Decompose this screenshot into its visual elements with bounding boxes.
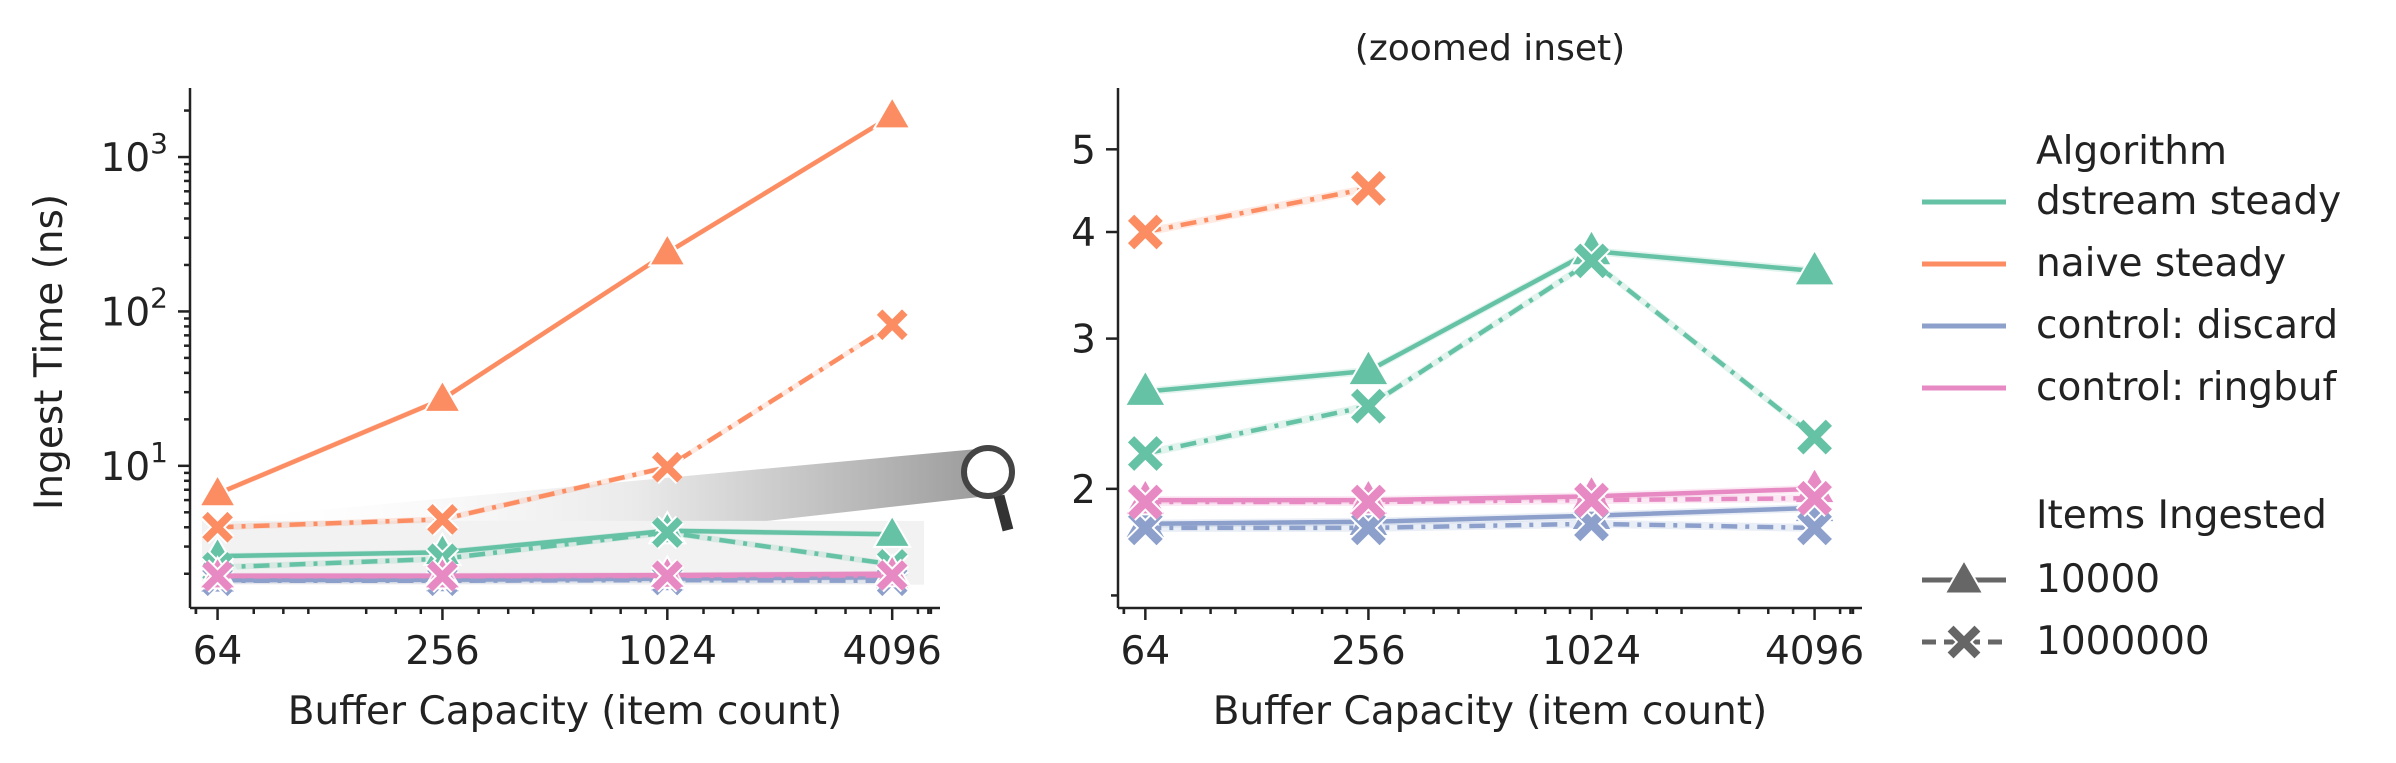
x-tick-label: 64 [193, 629, 243, 674]
series-dstream-steady-1000000 [1126, 242, 1834, 473]
series-line [1145, 505, 1815, 527]
y-tick-label: 102 [101, 281, 168, 335]
data-point [1126, 213, 1165, 251]
inset-title: (zoomed inset) [1355, 28, 1625, 69]
series-control-ringbuf-1000000 [1126, 479, 1834, 521]
data-point [1126, 434, 1165, 473]
x-tick-label: 256 [1331, 629, 1405, 674]
data-point [1123, 368, 1168, 407]
legend-label: control: discard [2036, 303, 2338, 348]
series-line [1144, 258, 1816, 456]
series-line [1145, 495, 1815, 505]
data-point [650, 559, 685, 593]
series-control-ringbuf-1000000 [200, 558, 909, 593]
series-naive-steady-1000000 [200, 307, 909, 545]
legend-item-naive-steady: naive steady [1922, 241, 2286, 286]
data-point [1349, 483, 1388, 521]
data-point [425, 559, 460, 593]
data-point [1346, 347, 1391, 387]
legend-marker [1943, 558, 1985, 595]
data-point [200, 510, 235, 545]
data-point [1795, 509, 1834, 547]
data-point [1126, 483, 1165, 521]
series-dstream-steady-10000 [1123, 227, 1837, 407]
legend-label: 10000 [2036, 557, 2160, 602]
data-point [1792, 247, 1837, 287]
data-point [1349, 387, 1388, 425]
inset-x-axis-label: Buffer Capacity (item count) [1213, 689, 1768, 734]
x-tick-label: 64 [1121, 629, 1171, 674]
data-point [1572, 242, 1611, 280]
inset-panel-series [1123, 169, 1837, 547]
x-tick-label: 1024 [1542, 629, 1641, 674]
data-point [425, 502, 460, 537]
legend-item-items-1000000: 1000000 [1922, 619, 2210, 664]
inset-y-ticks: 2 3 4 5 [1071, 128, 1118, 597]
data-point [875, 558, 909, 593]
series-line [1145, 248, 1815, 394]
legend-label: 1000000 [2036, 619, 2210, 664]
legend-label: naive steady [2036, 241, 2286, 286]
data-point [200, 559, 235, 593]
data-point [650, 450, 685, 484]
legend-label: control: ringbuf [2036, 365, 2338, 410]
data-point [647, 232, 688, 267]
legend-item-dstream-steady: dstream steady [1922, 179, 2341, 224]
confidence-band [1145, 247, 1815, 396]
y-tick-label: 5 [1071, 128, 1096, 173]
data-point [197, 473, 238, 508]
series-line [1144, 186, 1369, 235]
data-point [872, 513, 912, 548]
main-panel-series [197, 95, 912, 598]
main-panel: 64 256 1024 4096 101 102 103 Buffer Capacity … [27, 88, 1015, 734]
y-tick-label: 3 [1071, 318, 1096, 363]
x-tick-label: 256 [405, 629, 479, 674]
data-point [422, 378, 463, 413]
x-tick-label: 4096 [1765, 629, 1864, 674]
data-point [875, 307, 909, 342]
data-point [1795, 479, 1834, 518]
series-line [217, 528, 893, 559]
y-tick-label: 4 [1071, 211, 1096, 256]
y-tick-label: 103 [101, 127, 168, 181]
series-line [217, 322, 894, 530]
data-point [1349, 169, 1388, 208]
series-line [217, 573, 893, 579]
main-x-axis-label: Buffer Capacity (item count) [288, 689, 843, 734]
series-line [217, 530, 893, 570]
legend-label: dstream steady [2036, 179, 2341, 224]
legend-item-control-discard: control: discard [1922, 303, 2338, 348]
legend-item-items-10000: 10000 [1922, 557, 2160, 602]
main-y-ticks: 101 102 103 [101, 109, 190, 575]
magnifier-icon [961, 445, 1015, 532]
legend-style-title: Items Ingested [2036, 493, 2327, 538]
series-naive-steady-10000 [197, 95, 912, 508]
inset-panel: (zoomed inset) 64 256 1024 4096 2 3 4 5 Buffer… [1071, 28, 1864, 734]
legend-item-control-ringbuf: control: ringbuf [1922, 365, 2338, 410]
legend-marker [1946, 624, 1982, 660]
series-naive-steady-1000000 [1126, 169, 1388, 251]
confidence-band [217, 112, 893, 497]
data-point [1572, 481, 1611, 519]
legend: Algorithm dstream steady naive steady cont… [1922, 129, 2341, 664]
legend-hue-title: Algorithm [2036, 129, 2227, 174]
main-y-axis-label: Ingest Time (ns) [27, 194, 72, 510]
data-point [650, 515, 685, 550]
series-line [217, 577, 893, 584]
main-x-ticks: 64 256 1024 4096 [193, 608, 942, 674]
series-line [216, 113, 894, 496]
data-point [1795, 418, 1834, 456]
x-tick-label: 1024 [618, 629, 717, 674]
y-tick-label: 101 [101, 436, 168, 490]
y-tick-label: 2 [1071, 468, 1096, 513]
x-tick-label: 4096 [843, 629, 942, 674]
inset-x-ticks: 64 256 1024 4096 [1121, 608, 1864, 674]
data-point [872, 95, 912, 130]
series-line [1145, 521, 1815, 531]
